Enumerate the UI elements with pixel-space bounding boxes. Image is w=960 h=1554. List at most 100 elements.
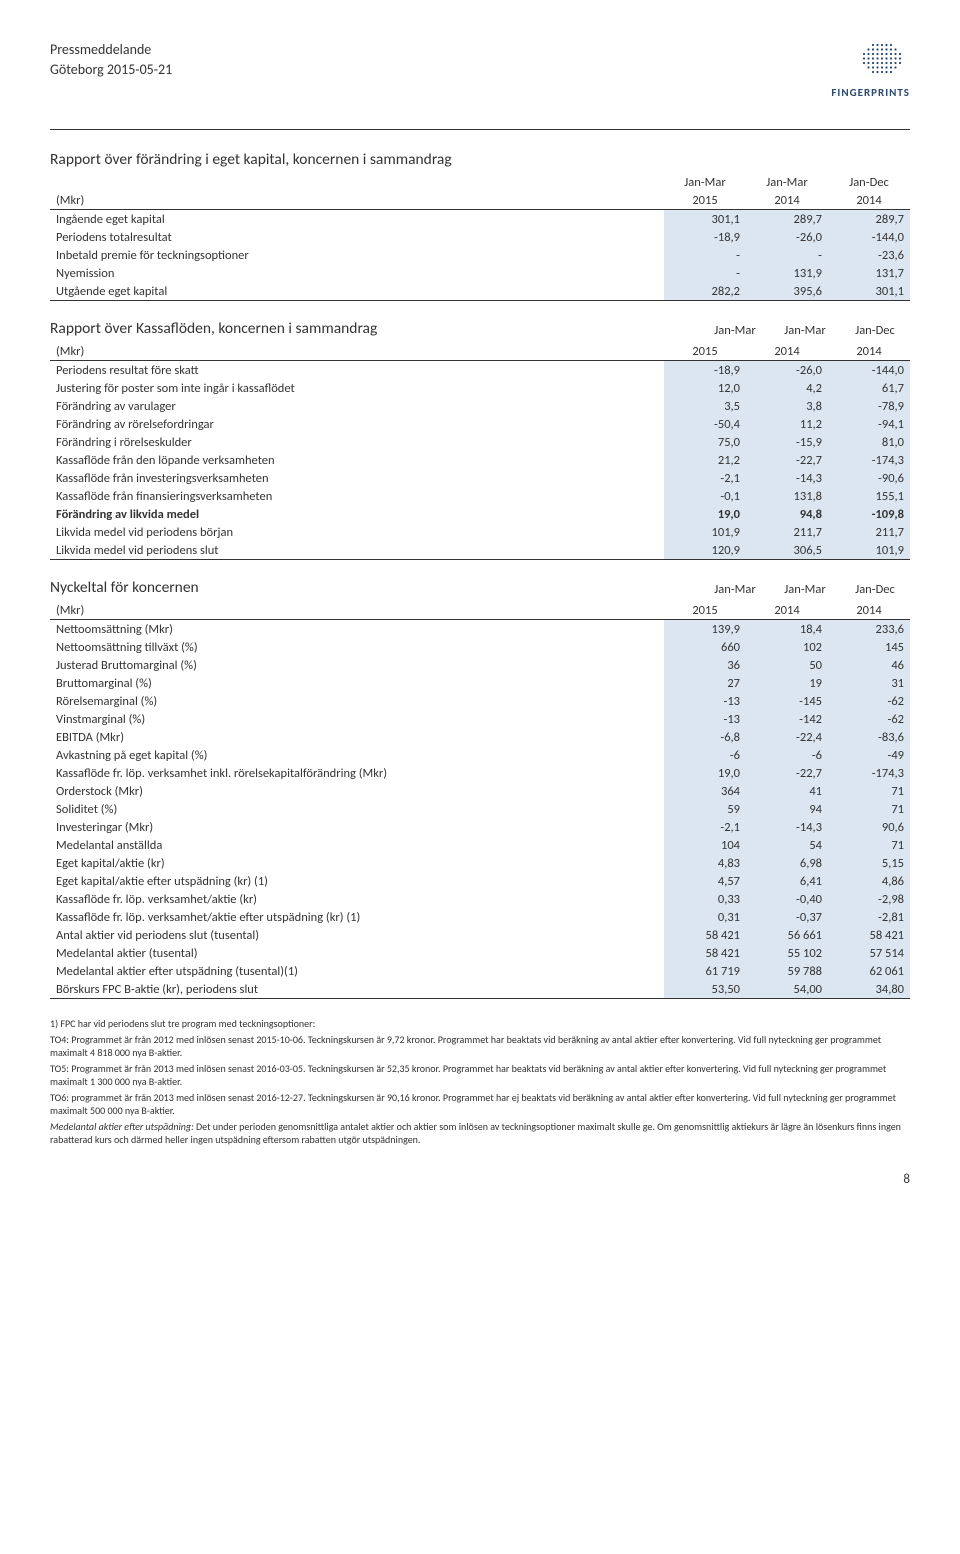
cell-value: 282,2 — [664, 282, 746, 301]
cell-value: 55 102 — [746, 944, 828, 962]
cell-value: 71 — [828, 782, 910, 800]
row-label: Likvida medel vid periodens början — [50, 523, 664, 541]
cell-value: 61 719 — [664, 962, 746, 980]
row-label: Investeringar (Mkr) — [50, 818, 664, 836]
cell-value: -0,40 — [746, 890, 828, 908]
table-row: Ingående eget kapital301,1289,7289,7 — [50, 210, 910, 229]
table-row: Nyemission-131,9131,7 — [50, 264, 910, 282]
cell-value: 12,0 — [664, 379, 746, 397]
cell-value: -0,1 — [664, 487, 746, 505]
table-row: Rörelsemarginal (%)-13-145-62 — [50, 692, 910, 710]
table-row: Eget kapital/aktie (kr)4,836,985,15 — [50, 854, 910, 872]
table-row: Periodens resultat före skatt-18,9-26,0-… — [50, 361, 910, 380]
col-header: Jan-Dec — [840, 323, 910, 338]
cell-value: 31 — [828, 674, 910, 692]
cell-value: -15,9 — [746, 433, 828, 451]
cell-value: 58 421 — [664, 926, 746, 944]
row-label: Nettoomsättning (Mkr) — [50, 620, 664, 639]
row-label: Antal aktier vid periodens slut (tusenta… — [50, 926, 664, 944]
row-label: Nyemission — [50, 264, 664, 282]
header-line1: Pressmeddelande — [50, 40, 172, 60]
cell-value: -2,1 — [664, 818, 746, 836]
cell-value: - — [664, 264, 746, 282]
col-year: 2014 — [746, 342, 828, 361]
row-label: Börskurs FPC B-aktie (kr), periodens slu… — [50, 980, 664, 999]
cell-value: 4,2 — [746, 379, 828, 397]
cell-value: 102 — [746, 638, 828, 656]
col-year: 2014 — [746, 601, 828, 620]
row-label: Eget kapital/aktie efter utspädning (kr)… — [50, 872, 664, 890]
table-row: Medelantal anställda1045471 — [50, 836, 910, 854]
row-label: Likvida medel vid periodens slut — [50, 541, 664, 560]
row-label: Ingående eget kapital — [50, 210, 664, 229]
cell-value: -83,6 — [828, 728, 910, 746]
cell-value: 46 — [828, 656, 910, 674]
row-label: Kassaflöde fr. löp. verksamhet/aktie (kr… — [50, 890, 664, 908]
table-equity: Jan-Mar Jan-Mar Jan-Dec (Mkr) 2015 2014 … — [50, 173, 910, 301]
row-label: Kassaflöde från den löpande verksamheten — [50, 451, 664, 469]
table-row: Likvida medel vid periodens slut120,9306… — [50, 541, 910, 560]
cell-value: 6,41 — [746, 872, 828, 890]
table-row: Kassaflöde från investeringsverksamheten… — [50, 469, 910, 487]
cell-value: 50 — [746, 656, 828, 674]
cell-value: 19,0 — [664, 764, 746, 782]
table-header-row: (Mkr) 2015 2014 2014 — [50, 601, 910, 620]
cell-value: 21,2 — [664, 451, 746, 469]
cell-value: 139,9 — [664, 620, 746, 639]
table-header-row: (Mkr) 2015 2014 2014 — [50, 191, 910, 210]
cell-value: 90,6 — [828, 818, 910, 836]
cell-value: -174,3 — [828, 451, 910, 469]
cell-value: 71 — [828, 800, 910, 818]
footnote-line: Medelantal aktier efter utspädning: Det … — [50, 1120, 910, 1147]
footnote-line: TO4: Programmet är från 2012 med inlösen… — [50, 1033, 910, 1060]
cell-value: 36 — [664, 656, 746, 674]
table-row: Börskurs FPC B-aktie (kr), periodens slu… — [50, 980, 910, 999]
cell-value: -2,1 — [664, 469, 746, 487]
cell-value: -6,8 — [664, 728, 746, 746]
cell-value: -174,3 — [828, 764, 910, 782]
cell-value: 4,86 — [828, 872, 910, 890]
cell-value: -90,6 — [828, 469, 910, 487]
logo: FINGERPRINTS — [831, 40, 910, 99]
row-label: Bruttomarginal (%) — [50, 674, 664, 692]
cell-value: 56 661 — [746, 926, 828, 944]
cell-value: 101,9 — [828, 541, 910, 560]
cell-value: -2,98 — [828, 890, 910, 908]
header-line2: Göteborg 2015-05-21 — [50, 60, 172, 80]
table-row: Orderstock (Mkr)3644171 — [50, 782, 910, 800]
table-row: Kassaflöde fr. löp. verksamhet/aktie eft… — [50, 908, 910, 926]
row-label: Periodens totalresultat — [50, 228, 664, 246]
cell-value: 131,7 — [828, 264, 910, 282]
table-row: Inbetald premie för teckningsoptioner---… — [50, 246, 910, 264]
table-row: Justering för poster som inte ingår i ka… — [50, 379, 910, 397]
footnotes: 1) FPC har vid periodens slut tre progra… — [50, 1017, 910, 1147]
cell-value: 101,9 — [664, 523, 746, 541]
cell-value: 54 — [746, 836, 828, 854]
table-row: Antal aktier vid periodens slut (tusenta… — [50, 926, 910, 944]
cell-value: -6 — [664, 746, 746, 764]
row-label: Vinstmarginal (%) — [50, 710, 664, 728]
col-header: Jan-Dec — [840, 582, 910, 597]
header-divider — [50, 129, 910, 130]
cell-value: 145 — [828, 638, 910, 656]
cell-value: -26,0 — [746, 361, 828, 380]
table-cashflow: (Mkr) 2015 2014 2014 Periodens resultat … — [50, 342, 910, 560]
col-year: 2014 — [828, 191, 910, 210]
col-header: Jan-Dec — [828, 173, 910, 191]
footnote-line: 1) FPC har vid periodens slut tre progra… — [50, 1017, 910, 1031]
table-row: Medelantal aktier (tusental)58 42155 102… — [50, 944, 910, 962]
cell-value: 11,2 — [746, 415, 828, 433]
cell-value: 131,9 — [746, 264, 828, 282]
unit-label: (Mkr) — [50, 191, 664, 210]
table-row: Avkastning på eget kapital (%)-6-6-49 — [50, 746, 910, 764]
table-row: EBITDA (Mkr)-6,8-22,4-83,6 — [50, 728, 910, 746]
table-row: Förändring i rörelseskulder75,0-15,981,0 — [50, 433, 910, 451]
col-year: 2014 — [828, 342, 910, 361]
cell-value: -14,3 — [746, 818, 828, 836]
col-header: Jan-Mar — [700, 582, 770, 597]
row-label: Justering för poster som inte ingår i ka… — [50, 379, 664, 397]
col-year: 2015 — [664, 601, 746, 620]
table-row: Förändring av likvida medel19,094,8-109,… — [50, 505, 910, 523]
cell-value: 364 — [664, 782, 746, 800]
cell-value: 34,80 — [828, 980, 910, 999]
